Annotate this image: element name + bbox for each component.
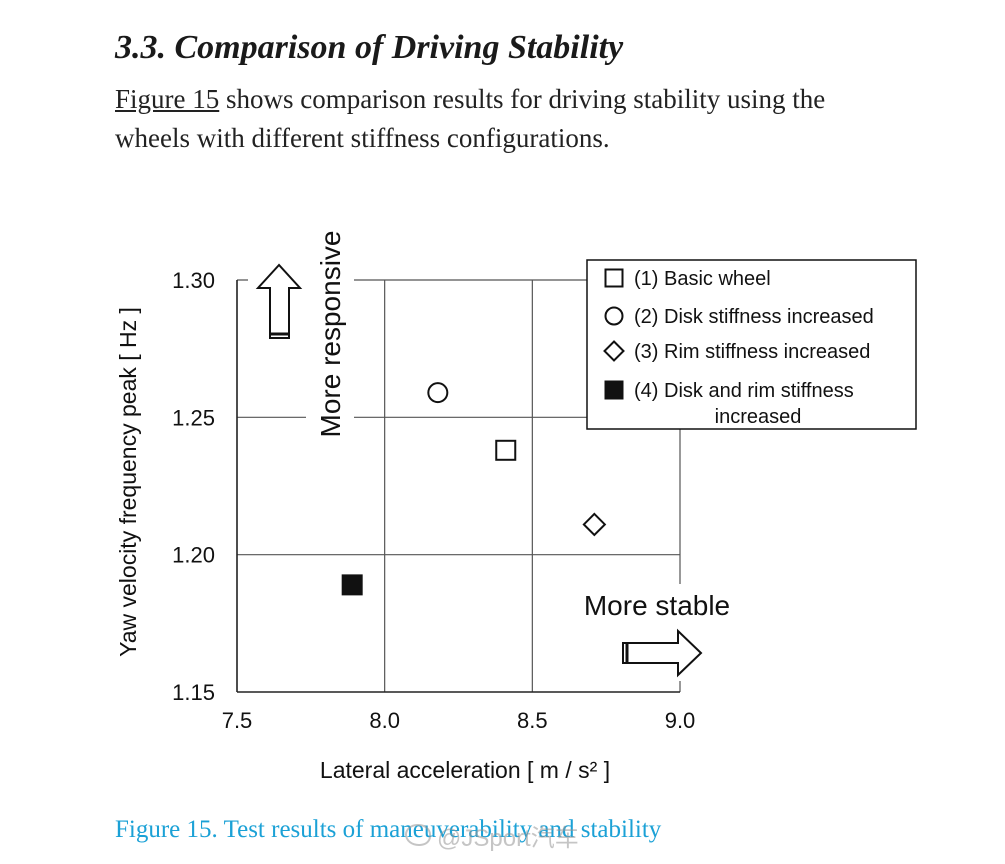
stable-label: More stable (584, 590, 730, 621)
y-axis-title: Yaw velocity frequency peak [ Hz ] (115, 307, 141, 657)
stability-chart: 7.5 8.0 8.5 9.0 1.15 1.20 1.25 1.30 Lateral acce… (115, 205, 917, 783)
paragraph-line2: wheels with different stiffness configur… (115, 123, 610, 153)
stable-label-backing (566, 584, 751, 626)
chart-legend: (1) Basic wheel (2) Disk stiffness increa… (586, 259, 917, 430)
legend-marker-1 (604, 268, 624, 288)
y-tick-label: 1.25 (172, 405, 215, 430)
y-tick-label: 1.20 (172, 543, 215, 568)
arrow-up-icon (255, 263, 303, 339)
data-point-3 (582, 512, 607, 537)
legend-label-1: (1) Basic wheel (634, 268, 771, 290)
figure-caption: Figure 15. Test results of maneuverabili… (115, 816, 662, 843)
legend-box (586, 259, 917, 430)
figure-15-link[interactable]: Figure 15 (115, 84, 220, 114)
x-tick-label: 9.0 (665, 708, 696, 733)
data-point-4 (341, 574, 363, 596)
data-point-2 (427, 382, 449, 404)
legend-marker-2 (604, 306, 624, 326)
paragraph-line1: shows comparison results for driving sta… (219, 84, 826, 114)
legend-marker-4 (604, 380, 624, 400)
legend-label-3: (3) Rim stiffness increased (634, 341, 870, 363)
section-title: 3.3. Comparison of Driving Stability (115, 29, 624, 66)
legend-label-4a: (4) Disk and rim stiffness (634, 380, 854, 402)
x-axis-title: Lateral acceleration [ m / s² ] (320, 757, 610, 783)
y-tick-label: 1.15 (172, 680, 215, 705)
responsive-label-backing (306, 205, 354, 470)
x-tick-label: 8.5 (517, 708, 548, 733)
x-tick-label: 7.5 (222, 708, 253, 733)
chart-points (341, 382, 607, 596)
data-point-1 (495, 439, 517, 461)
x-tick-label: 8.0 (369, 708, 400, 733)
legend-label-4b: increased (715, 406, 802, 428)
chart-annotations: More responsive More stable (248, 205, 751, 681)
y-tick-label: 1.30 (172, 268, 215, 293)
legend-marker-3 (603, 340, 625, 362)
chart-axes: 7.5 8.0 8.5 9.0 1.15 1.20 1.25 1.30 Lateral acce… (115, 268, 695, 783)
arrow-right-icon (622, 628, 703, 678)
body-paragraph: Figure 15 shows comparison results for d… (115, 80, 955, 158)
legend-label-2: (2) Disk stiffness increased (634, 306, 874, 328)
responsive-label: More responsive (315, 231, 346, 438)
